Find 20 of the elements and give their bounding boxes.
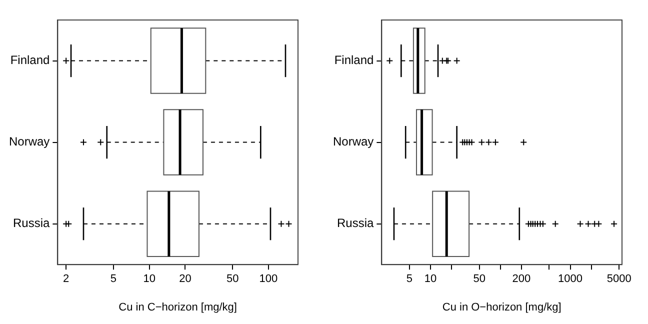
y-tick-label: Finland — [334, 53, 374, 68]
x-tick-label: 100 — [259, 273, 278, 286]
x-tick-label: 5000 — [606, 273, 632, 286]
x-tick-label: 5 — [110, 273, 117, 286]
y-tick-label: Norway — [8, 134, 50, 149]
x-axis-title: Cu in O−horizon [mg/kg] — [442, 301, 562, 314]
x-tick-label: 1000 — [558, 273, 583, 286]
x-tick-label: 5 — [406, 273, 413, 286]
x-tick-label: 20 — [179, 273, 192, 286]
x-tick-label: 50 — [226, 273, 239, 286]
x-tick-label: 2 — [63, 273, 70, 286]
y-tick-label: Finland — [10, 53, 50, 68]
x-axis-title: Cu in C−horizon [mg/kg] — [118, 301, 237, 314]
y-tick-label: Russia — [12, 216, 50, 230]
x-tick-label: 10 — [424, 273, 437, 286]
x-tick-label: 200 — [512, 273, 531, 286]
y-tick-label: Russia — [336, 216, 374, 230]
x-tick-label: 10 — [143, 273, 156, 286]
y-tick-label: Norway — [332, 134, 374, 149]
x-tick-label: 50 — [473, 273, 486, 286]
